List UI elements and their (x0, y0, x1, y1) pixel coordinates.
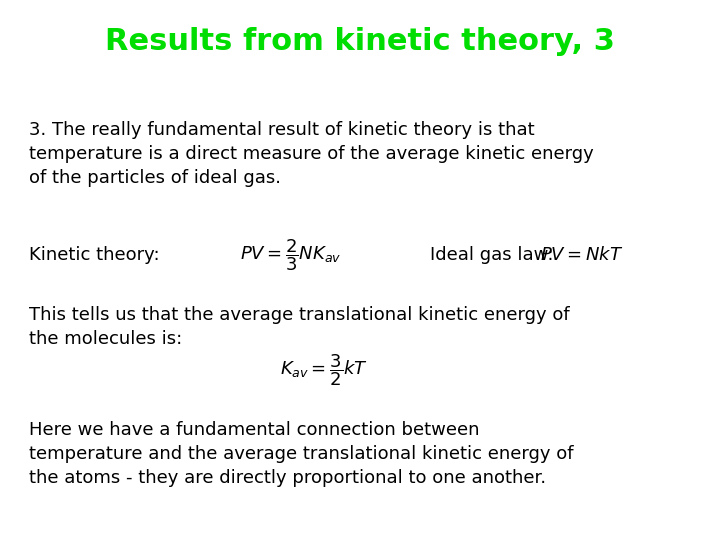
Text: Ideal gas law:: Ideal gas law: (430, 246, 565, 264)
Text: temperature and the average translational kinetic energy of: temperature and the average translationa… (29, 445, 573, 463)
Text: This tells us that the average translational kinetic energy of: This tells us that the average translati… (29, 306, 570, 324)
Text: $PV = NkT$: $PV = NkT$ (540, 246, 624, 264)
Text: $PV = \dfrac{2}{3}NK_{av}$: $PV = \dfrac{2}{3}NK_{av}$ (240, 237, 341, 273)
Text: Kinetic theory:: Kinetic theory: (29, 246, 171, 264)
Text: Results from kinetic theory, 3: Results from kinetic theory, 3 (105, 28, 615, 57)
Text: the atoms - they are directly proportional to one another.: the atoms - they are directly proportion… (29, 469, 546, 487)
Text: the molecules is:: the molecules is: (29, 330, 182, 348)
Text: Here we have a fundamental connection between: Here we have a fundamental connection be… (29, 421, 480, 439)
Text: $K_{av} = \dfrac{3}{2}kT$: $K_{av} = \dfrac{3}{2}kT$ (280, 352, 368, 388)
Text: temperature is a direct measure of the average kinetic energy: temperature is a direct measure of the a… (29, 145, 593, 163)
Text: of the particles of ideal gas.: of the particles of ideal gas. (29, 169, 281, 187)
Text: 3. The really fundamental result of kinetic theory is that: 3. The really fundamental result of kine… (29, 121, 534, 139)
